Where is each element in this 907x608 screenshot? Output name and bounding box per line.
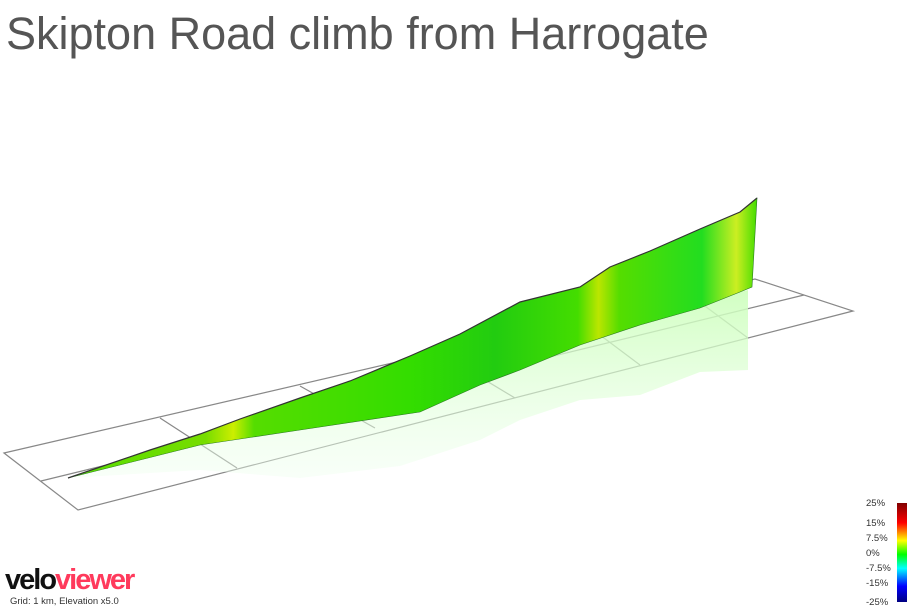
legend-label: -7.5% (866, 563, 891, 574)
legend-label: -15% (866, 578, 889, 589)
page-title: Skipton Road climb from Harrogate (6, 8, 709, 59)
grid-scale-note: Grid: 1 km, Elevation x5.0 (10, 596, 119, 607)
legend-label: -25% (866, 597, 889, 608)
legend-label: 7.5% (866, 533, 888, 544)
profile-ridge (67, 197, 758, 479)
logo-part-velo: velo (5, 564, 57, 596)
legend-color-bar (897, 503, 907, 602)
gradient-legend: 25% 15% 7.5% 0% -7.5% -15% -25% (862, 498, 907, 608)
legend-label: 25% (866, 498, 886, 509)
legend-label: 15% (866, 518, 886, 529)
legend-label: 0% (866, 548, 880, 559)
veloviewer-logo: veloviewer (5, 564, 135, 596)
logo-part-viewer: viewer (55, 564, 135, 596)
profile-shadow (68, 290, 748, 478)
